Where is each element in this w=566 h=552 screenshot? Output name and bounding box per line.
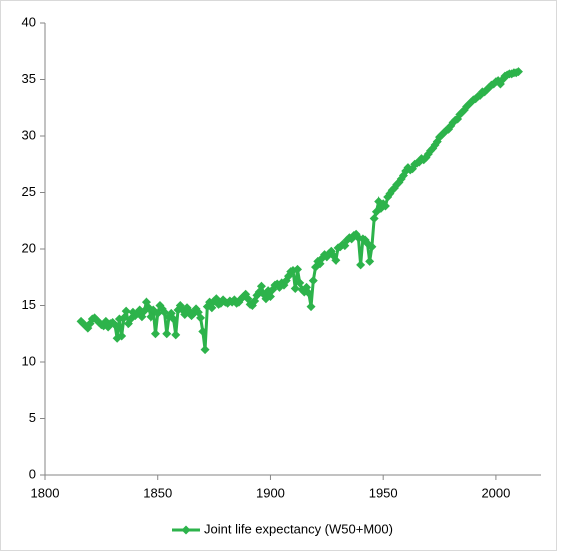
data-point <box>153 308 163 318</box>
y-tick-label: 35 <box>22 71 36 86</box>
data-point <box>331 255 341 265</box>
data-point <box>367 242 377 252</box>
data-point <box>110 320 120 330</box>
data-point <box>121 306 131 316</box>
y-tick-label: 30 <box>22 127 36 142</box>
data-point <box>162 329 172 339</box>
data-point <box>513 67 523 77</box>
data-point <box>369 213 379 223</box>
x-tick-label: 1900 <box>256 485 285 500</box>
data-point <box>256 281 266 291</box>
data-point <box>119 313 129 323</box>
y-tick-label: 20 <box>22 240 36 255</box>
data-point <box>304 288 314 298</box>
data-point <box>265 291 275 301</box>
data-point <box>317 253 327 263</box>
x-tick-label: 2000 <box>481 485 510 500</box>
y-tick-label: 15 <box>22 297 36 312</box>
data-point <box>308 276 318 286</box>
y-tick-label: 40 <box>22 14 36 29</box>
y-tick-label: 0 <box>29 466 36 481</box>
data-point <box>290 284 300 294</box>
data-point <box>146 312 156 322</box>
data-point <box>356 260 366 270</box>
data-point <box>196 313 206 323</box>
data-point <box>200 345 210 355</box>
data-point <box>295 278 305 288</box>
data-point <box>150 329 160 339</box>
legend-marker <box>181 525 191 535</box>
x-tick-label: 1950 <box>369 485 398 500</box>
data-point <box>198 326 208 336</box>
x-tick-label: 1850 <box>143 485 172 500</box>
data-point <box>171 330 181 340</box>
data-point <box>306 302 316 312</box>
y-tick-label: 25 <box>22 184 36 199</box>
data-point <box>380 201 390 211</box>
data-point <box>365 256 375 266</box>
data-point <box>159 307 169 317</box>
legend-label: Joint life expectancy (W50+M00) <box>204 521 393 536</box>
y-tick-label: 10 <box>22 353 36 368</box>
y-tick-label: 5 <box>29 410 36 425</box>
data-point <box>169 314 179 324</box>
x-tick-label: 1800 <box>31 485 60 500</box>
data-point <box>207 303 217 313</box>
data-point <box>117 331 127 341</box>
data-point <box>293 264 303 274</box>
